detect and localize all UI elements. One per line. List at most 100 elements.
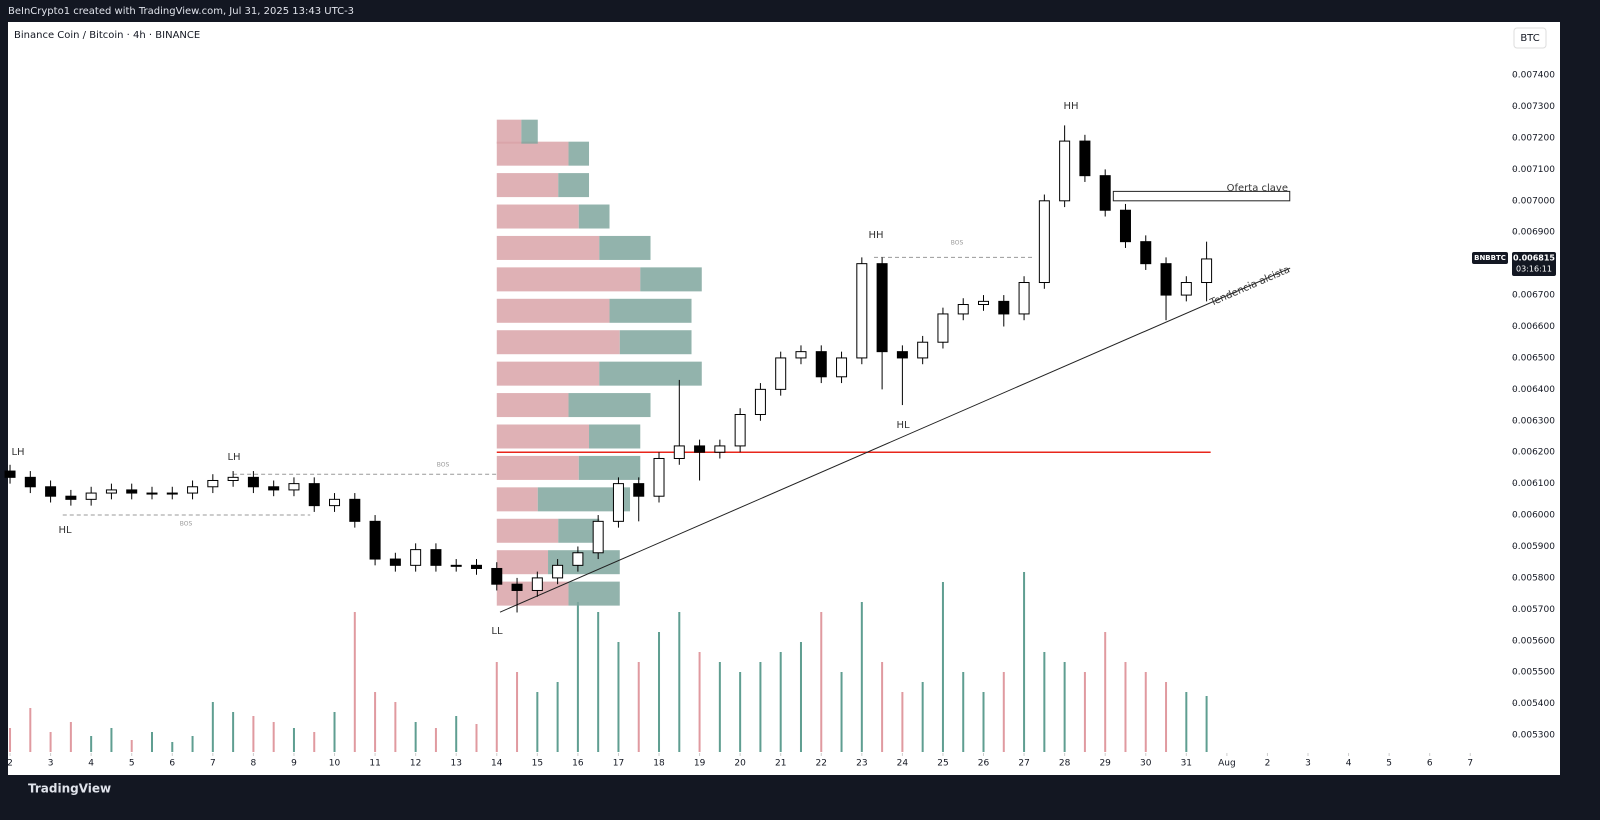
profile-up bbox=[619, 330, 692, 355]
x-tick-label: 5 bbox=[129, 759, 135, 769]
candle-body bbox=[1018, 282, 1030, 315]
x-tick-label: 28 bbox=[1059, 759, 1071, 769]
volume-bar bbox=[252, 716, 255, 752]
volume-bar bbox=[1124, 662, 1127, 752]
candle-body bbox=[65, 495, 77, 500]
volume-bar bbox=[150, 732, 153, 752]
volume-bar bbox=[191, 736, 194, 752]
profile-up bbox=[521, 119, 538, 144]
volume-bar bbox=[1023, 572, 1026, 752]
candle-body bbox=[673, 445, 685, 459]
price-tag-value: 0.006815 bbox=[1513, 253, 1555, 262]
profile-down bbox=[496, 455, 579, 480]
volume-bar bbox=[455, 716, 458, 752]
bos-label: BOS bbox=[951, 240, 964, 247]
x-tick-label: 2 bbox=[1265, 759, 1271, 769]
volume-bar bbox=[232, 712, 235, 752]
chart-title: Binance Coin / Bitcoin · 4h · BINANCE bbox=[14, 30, 200, 41]
profile-down bbox=[496, 550, 549, 575]
volume-bar bbox=[1144, 672, 1147, 752]
x-tick-label: 6 bbox=[169, 759, 175, 769]
candle-body bbox=[308, 483, 320, 507]
volume-bar bbox=[516, 672, 519, 752]
x-tick-label: 4 bbox=[88, 759, 94, 769]
x-tick-label: 23 bbox=[856, 759, 867, 769]
trendline bbox=[499, 267, 1291, 613]
candle-body bbox=[1160, 263, 1172, 296]
candle-body bbox=[937, 313, 949, 343]
x-tick-label: 15 bbox=[532, 759, 543, 769]
candle-body bbox=[1140, 241, 1152, 265]
profile-up bbox=[568, 581, 620, 606]
volume-bar bbox=[901, 692, 904, 752]
candle-body bbox=[612, 483, 624, 522]
candle-body bbox=[329, 498, 341, 507]
y-tick-label: 0.007200 bbox=[1512, 133, 1555, 143]
x-tick-label: 17 bbox=[613, 759, 624, 769]
candle-body bbox=[268, 486, 280, 491]
price-tag-countdown: 03:16:11 bbox=[1516, 264, 1552, 273]
candle-body bbox=[1079, 140, 1091, 177]
candle-body bbox=[4, 470, 16, 478]
candle-body bbox=[389, 558, 401, 566]
x-tick-label: 8 bbox=[251, 759, 257, 769]
candle-body bbox=[85, 492, 97, 500]
candle-body bbox=[734, 413, 746, 447]
candle-body bbox=[288, 483, 300, 491]
candle-body bbox=[207, 479, 219, 488]
volume-bar bbox=[394, 702, 397, 752]
volume-bar bbox=[1083, 672, 1086, 752]
volume-bar bbox=[414, 722, 417, 752]
volume-bar bbox=[495, 662, 498, 752]
zone-label: Oferta clave bbox=[1227, 183, 1288, 194]
volume-bar bbox=[597, 612, 600, 752]
volume-bar bbox=[658, 632, 661, 752]
y-tick-label: 0.007000 bbox=[1512, 196, 1555, 206]
volume-bar bbox=[1043, 652, 1046, 752]
candle-body bbox=[714, 445, 726, 453]
volume-bar bbox=[434, 728, 437, 752]
candle-body bbox=[1059, 140, 1071, 202]
x-tick-label: 7 bbox=[1467, 759, 1473, 769]
volume-bar bbox=[820, 612, 823, 752]
volume-bar bbox=[1205, 696, 1208, 752]
volume-bar bbox=[759, 662, 762, 752]
volume-bar bbox=[9, 728, 12, 752]
candle-body bbox=[146, 492, 158, 495]
profile-up bbox=[578, 455, 641, 480]
candle-body bbox=[998, 300, 1010, 315]
x-tick-label: 26 bbox=[978, 759, 990, 769]
x-tick-label: 2 bbox=[7, 759, 13, 769]
candle-body bbox=[470, 564, 482, 569]
x-tick-label: 27 bbox=[1018, 759, 1029, 769]
profile-down bbox=[496, 393, 569, 418]
volume-bar bbox=[29, 708, 32, 752]
currency-button[interactable] bbox=[1513, 27, 1547, 49]
volume-bar bbox=[292, 728, 295, 752]
x-tick-label: Aug bbox=[1218, 759, 1236, 769]
logo: TradingView bbox=[28, 782, 111, 796]
volume-bar bbox=[130, 740, 133, 752]
zone bbox=[1112, 190, 1291, 202]
candle-body bbox=[247, 476, 259, 488]
x-tick-label: 13 bbox=[450, 759, 461, 769]
profile-down bbox=[496, 361, 600, 386]
volume-bar bbox=[69, 722, 72, 752]
candle-body bbox=[795, 351, 807, 359]
volume-bar bbox=[1104, 632, 1107, 752]
candle-body bbox=[430, 549, 442, 566]
profile-down bbox=[496, 518, 559, 543]
candle-body bbox=[592, 520, 604, 554]
x-tick-label: 18 bbox=[653, 759, 665, 769]
volume-bar bbox=[211, 702, 214, 752]
y-tick-label: 0.006600 bbox=[1512, 322, 1555, 332]
profile-down bbox=[496, 424, 590, 449]
profile-down bbox=[496, 267, 641, 292]
y-tick-label: 0.006400 bbox=[1512, 385, 1555, 395]
x-tick-label: 22 bbox=[816, 759, 827, 769]
candle-body bbox=[1180, 282, 1192, 296]
volume-bar bbox=[962, 672, 965, 752]
x-tick-label: 20 bbox=[734, 759, 746, 769]
volume-bar bbox=[333, 712, 336, 752]
